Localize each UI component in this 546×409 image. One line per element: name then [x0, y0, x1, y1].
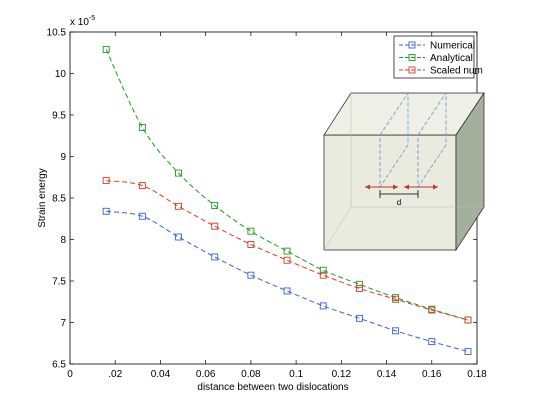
- x-tick-label: 0.12: [332, 369, 352, 380]
- legend-label: Numerical: [430, 41, 475, 52]
- y-tick-label: 10: [55, 69, 67, 80]
- y-tick-label: 10.5: [47, 28, 67, 39]
- x-tick-label: 0: [67, 369, 73, 380]
- data-point: [392, 295, 400, 303]
- series-markers: [102, 45, 472, 355]
- data-point: [102, 177, 110, 185]
- data-point: [175, 169, 182, 177]
- x-tick-label: 0.18: [467, 369, 487, 380]
- data-point: [138, 212, 146, 220]
- inset-box-front: [323, 134, 457, 251]
- series-line: [106, 210, 469, 353]
- data-point: [247, 241, 255, 248]
- data-point: [175, 233, 182, 241]
- y-tick-label: 9.5: [52, 111, 66, 122]
- legend-marker: [408, 41, 416, 49]
- data-point: [355, 280, 363, 288]
- legend-label: Scaled num: [430, 66, 483, 77]
- data-point: [319, 266, 327, 274]
- series-lines: [105, 49, 469, 353]
- data-point: [138, 182, 146, 190]
- data-point: [355, 285, 363, 292]
- data-point: [464, 348, 472, 355]
- data-point: [211, 222, 219, 230]
- y-tick-label: 8: [60, 235, 66, 246]
- data-point: [102, 207, 110, 215]
- data-point: [247, 227, 255, 235]
- x-tick-label: .02: [108, 369, 122, 380]
- legend-marker: [408, 54, 416, 61]
- data-point: [428, 306, 436, 314]
- data-point: [175, 202, 182, 210]
- data-point: [392, 327, 400, 335]
- data-point: [283, 287, 291, 295]
- data-point: [247, 271, 255, 279]
- data-point: [283, 256, 291, 264]
- data-point: [283, 247, 291, 255]
- y-tick-label: 7: [60, 318, 66, 329]
- y-axis-label: Strain energy: [37, 168, 48, 227]
- data-point: [211, 253, 219, 261]
- y-tick-label: 6.5: [52, 360, 66, 371]
- x-axis-label: distance between two dislocations: [197, 382, 348, 393]
- inset-hidden-edge: [323, 206, 352, 251]
- series-line: [106, 180, 469, 321]
- data-point: [138, 123, 146, 131]
- x-tick-label: 0.16: [422, 369, 442, 380]
- legend-label: Analytical: [430, 53, 473, 64]
- data-point: [428, 338, 436, 346]
- axis-ticks: 0 .02 0.04 0.06 0.08 0.1 0.12 0.14 0.16 0.18 6.5 7 7…: [47, 28, 488, 381]
- x-tick-label: 0.06: [196, 369, 216, 380]
- inset-diagram: d: [323, 91, 485, 252]
- x-tick-label: 0.04: [151, 369, 171, 380]
- data-point: [319, 302, 327, 310]
- data-point: [355, 314, 363, 322]
- data-point: [211, 202, 219, 209]
- y-tick-label: 8.5: [52, 194, 66, 205]
- x-tick-label: 0.08: [241, 369, 261, 380]
- inset-distance-label: d: [397, 198, 401, 207]
- inset-dislocation-plane-2: [417, 91, 447, 189]
- exponent-label: x 10-5: [70, 15, 95, 28]
- x-tick-label: 0.1: [289, 369, 303, 380]
- y-tick-label: 9: [60, 152, 66, 163]
- data-point: [102, 45, 110, 53]
- x-tick-label: 0.14: [377, 369, 397, 380]
- inset-arrowhead: [404, 184, 409, 190]
- y-tick-label: 7.5: [52, 277, 66, 288]
- data-point: [464, 316, 472, 324]
- data-point: [319, 271, 327, 279]
- inset-dislocation-plane-1: [379, 91, 409, 189]
- inset-arrowhead: [393, 184, 398, 190]
- inset-arrowhead: [365, 184, 370, 190]
- inset-arrowhead: [433, 184, 438, 190]
- legend-marker: [408, 66, 416, 74]
